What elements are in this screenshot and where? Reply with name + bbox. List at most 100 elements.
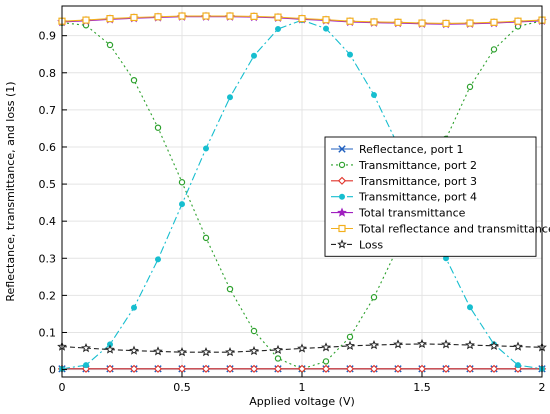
data-point — [202, 12, 210, 20]
data-point — [249, 345, 259, 356]
data-point — [249, 364, 259, 373]
data-point — [370, 294, 378, 301]
data-point — [273, 344, 283, 355]
data-point — [226, 285, 234, 293]
data-point — [393, 364, 403, 373]
data-point — [417, 338, 427, 349]
y-tick-label: 0.5 — [39, 178, 57, 191]
data-point — [178, 12, 186, 20]
legend-item: Transmittance, port 4 — [331, 191, 477, 204]
series-line — [61, 20, 543, 370]
data-point — [466, 19, 474, 27]
data-point — [273, 364, 283, 373]
legend-item: Total transmittance — [331, 207, 466, 220]
legend-label: Transmittance, port 3 — [358, 175, 477, 188]
data-point — [346, 333, 354, 341]
legend-item: Reflectance, port 1 — [331, 143, 464, 156]
data-point — [371, 92, 377, 99]
data-point — [105, 344, 115, 354]
data-point — [441, 364, 451, 373]
data-point — [370, 18, 378, 26]
data-point — [321, 364, 331, 373]
legend-box — [324, 136, 537, 257]
legend-item: Transmittance, port 3 — [331, 175, 477, 188]
data-point — [515, 362, 521, 369]
data-point — [250, 12, 258, 20]
data-point — [179, 201, 185, 208]
legend-label: Transmittance, port 2 — [358, 159, 477, 172]
y-tick-label: 0.6 — [39, 141, 57, 154]
data-point — [250, 327, 258, 335]
data-point — [130, 76, 138, 84]
data-point — [369, 364, 379, 373]
x-tick-label: 2 — [539, 381, 546, 394]
data-point — [465, 339, 475, 350]
data-point — [131, 304, 137, 311]
legend-label: Total reflectance and transmittance — [358, 223, 550, 236]
data-point — [177, 347, 187, 357]
data-point — [154, 13, 162, 21]
legend-marker — [339, 193, 345, 200]
data-point — [129, 364, 139, 373]
y-axis-ticks: 0 0.1 0.2 0.3 0.4 0.5 0.6 0.7 0.8 0.9 — [39, 30, 67, 377]
data-point — [513, 341, 523, 351]
data-point — [489, 340, 499, 350]
data-point — [346, 17, 354, 25]
data-point — [225, 347, 235, 357]
data-point — [81, 342, 91, 353]
data-point — [322, 16, 330, 24]
data-point — [154, 124, 162, 131]
data-point — [345, 364, 355, 373]
y-tick-label: 0.2 — [39, 289, 57, 302]
data-point — [81, 364, 91, 373]
legend-label: Transmittance, port 4 — [358, 191, 477, 204]
data-point — [297, 343, 307, 353]
data-point — [203, 145, 209, 152]
data-point — [513, 364, 523, 373]
data-point — [105, 364, 115, 373]
y-tick-label: 0 — [49, 364, 56, 377]
series-6 — [58, 12, 546, 28]
y-tick-label: 0.8 — [39, 67, 57, 80]
data-point — [225, 364, 235, 373]
legend-item: Loss — [331, 238, 383, 251]
data-point — [227, 94, 233, 101]
data-point — [347, 51, 353, 58]
data-point — [490, 46, 498, 53]
legend-marker — [337, 207, 347, 217]
data-point — [441, 339, 451, 349]
data-point — [202, 234, 210, 242]
y-axis-label: Reflectance, transmittance, and loss (1) — [4, 81, 17, 301]
data-point — [201, 347, 211, 357]
data-point — [251, 52, 257, 59]
data-point — [298, 15, 306, 23]
data-point — [418, 19, 426, 27]
data-point — [201, 364, 211, 373]
legend: Reflectance, port 1 Transmittance, port 2… — [324, 136, 550, 257]
data-point — [153, 364, 163, 373]
data-point — [82, 16, 90, 24]
data-point — [274, 13, 282, 21]
data-point — [129, 345, 139, 355]
data-point — [178, 179, 186, 186]
legend-item: Total reflectance and transmittance — [331, 223, 550, 236]
legend-marker — [338, 161, 346, 169]
y-tick-label: 0.9 — [39, 30, 57, 43]
data-point — [153, 346, 163, 356]
data-point — [274, 355, 282, 362]
data-point — [275, 26, 281, 33]
x-axis-ticks: 0 0.5 1 1.5 2 — [59, 372, 546, 394]
legend-label: Total transmittance — [358, 207, 466, 220]
data-point — [323, 25, 329, 32]
data-point — [489, 364, 499, 373]
data-point — [321, 342, 331, 352]
legend-marker — [337, 176, 347, 185]
series-line — [61, 19, 543, 370]
data-point — [465, 364, 475, 373]
data-point — [442, 19, 450, 28]
data-point — [345, 340, 355, 350]
legend-marker — [337, 239, 347, 249]
x-tick-label: 1 — [299, 381, 306, 394]
series-3 — [57, 364, 547, 373]
